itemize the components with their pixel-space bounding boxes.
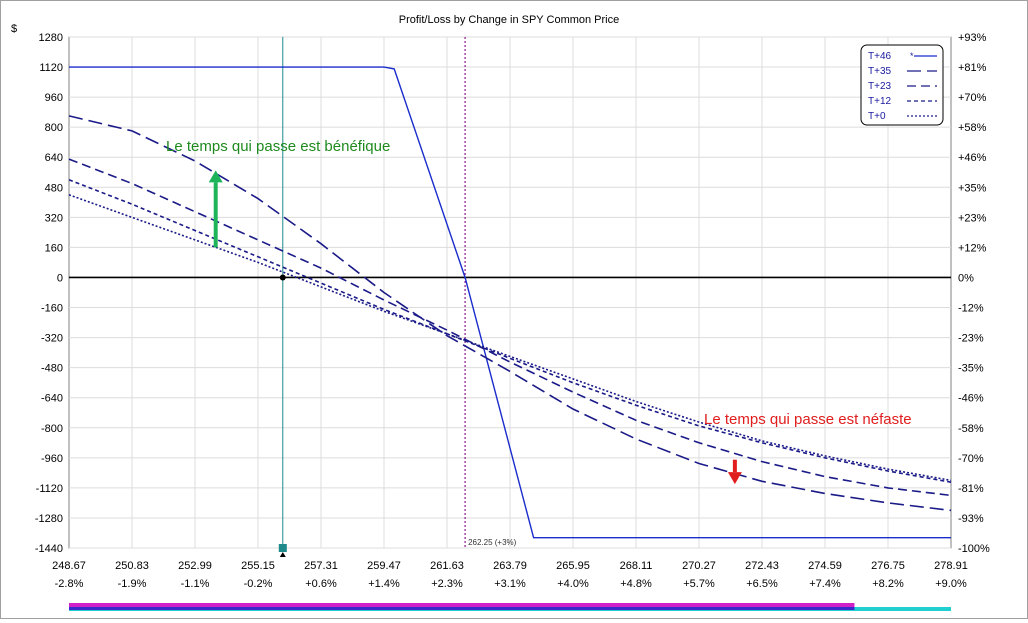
x-tick-label: 257.31	[304, 560, 338, 572]
x-pct-tick-label: -1.1%	[181, 578, 210, 590]
series-line-tplus12	[68, 179, 952, 483]
x-axis-ticks: 248.67 -2.8% 250.83 -1.9% 252.99 -1.1% 255.15 -…	[52, 560, 968, 590]
annotation-benefit: Le temps qui passe est bénéfique	[166, 138, 390, 155]
y-right-tick-label: +12%	[958, 242, 987, 254]
breakeven-label: 262.25 (+3%)	[468, 538, 517, 547]
x-tick-label: 268.11	[620, 560, 653, 572]
x-pct-tick-label: +4.8%	[620, 578, 652, 590]
y-tick-label: -1440	[35, 543, 63, 555]
annotations: Le temps qui passe est bénéfique Le temps…	[166, 138, 912, 485]
current-price-marker	[278, 544, 287, 552]
bottom-bar-magenta	[69, 603, 855, 607]
x-pct-tick-label: +4.0%	[557, 578, 589, 590]
y-tick-label: -320	[41, 333, 63, 345]
x-tick-label: 274.59	[808, 560, 842, 572]
x-pct-tick-label: +6.5%	[746, 578, 778, 590]
y-right-tick-label: -93%	[958, 513, 984, 525]
reference-lines: 262.25 (+3%)	[69, 37, 951, 557]
x-pct-tick-label: +3.1%	[494, 578, 526, 590]
y-tick-label: 1120	[39, 62, 63, 74]
x-pct-tick-label: +2.3%	[431, 578, 463, 590]
x-tick-label: 265.95	[556, 560, 590, 572]
y-right-tick-label: -35%	[958, 363, 984, 375]
arrow-head	[208, 170, 223, 183]
y-right-tick-label: -23%	[958, 333, 984, 345]
x-tick-label: 270.27	[682, 560, 716, 572]
x-pct-tick-label: +1.4%	[368, 578, 400, 590]
legend-marker: *	[910, 51, 914, 61]
y-tick-label: -1120	[36, 483, 63, 495]
y-right-axis-ticks: +93% +81% +70% +58% +46% +35% +23% +12% 0% -12% -2…	[958, 32, 990, 555]
x-tick-label: 255.15	[241, 560, 275, 572]
y-right-tick-label: -100%	[958, 543, 990, 555]
x-tick-label: 259.47	[367, 560, 401, 572]
bottom-range-bars	[69, 603, 951, 611]
legend-box	[860, 44, 944, 126]
x-tick-label: 263.79	[493, 560, 527, 572]
y-right-tick-label: 0%	[958, 272, 974, 284]
x-tick-label: 252.99	[178, 560, 212, 572]
legend[interactable]: T+46 * T+35 T+23 T+12 T+0	[860, 44, 944, 126]
y-right-tick-label: +81%	[958, 62, 987, 74]
y-tick-label: 320	[45, 212, 63, 224]
y-tick-label: 640	[45, 152, 63, 164]
y-tick-label: 480	[45, 182, 63, 194]
x-tick-label: 278.91	[934, 560, 968, 572]
gridlines	[69, 36, 951, 549]
y-axis-ticks: 1280 1120 960 800 640 480 320 160 0 -160 -320 -480 -…	[35, 32, 63, 555]
current-price-dot	[279, 274, 286, 281]
y-tick-label: 160	[45, 242, 63, 254]
x-pct-tick-label: -1.9%	[118, 578, 147, 590]
series-line-tplus46	[69, 66, 951, 539]
y-tick-label: -640	[41, 393, 63, 405]
y-tick-label: -800	[41, 423, 63, 435]
y-tick-label: 1280	[39, 32, 63, 44]
legend-label: T+46	[868, 51, 892, 62]
y-tick-label: 800	[45, 122, 63, 134]
y-right-tick-label: +58%	[958, 122, 987, 134]
legend-label: T+23	[868, 81, 892, 92]
chart-title: Profit/Loss by Change in SPY Common Pric…	[399, 14, 620, 26]
y-right-tick-label: -81%	[958, 483, 984, 495]
legend-label: T+12	[868, 96, 892, 107]
x-tick-label: 272.43	[745, 560, 779, 572]
x-pct-tick-label: -2.8%	[55, 578, 84, 590]
y-right-tick-label: -58%	[958, 423, 984, 435]
x-pct-tick-label: +9.0%	[935, 578, 967, 590]
y-right-tick-label: +46%	[958, 152, 987, 164]
y-axis-label: $	[11, 23, 17, 35]
series-line-tplus35	[68, 115, 952, 512]
x-tick-label: 250.83	[115, 560, 149, 572]
legend-label: T+0	[868, 111, 886, 122]
x-pct-tick-label: -0.2%	[244, 578, 273, 590]
y-tick-label: -1280	[35, 513, 63, 525]
y-tick-label: -480	[41, 363, 63, 375]
bottom-bar-blue	[69, 607, 855, 610]
y-tick-label: 960	[45, 92, 63, 104]
x-pct-tick-label: +8.2%	[872, 578, 904, 590]
x-pct-tick-label: +7.4%	[809, 578, 841, 590]
y-right-tick-label: -46%	[958, 393, 984, 405]
y-tick-label: -160	[41, 303, 63, 315]
annotation-harm: Le temps qui passe est néfaste	[704, 411, 912, 428]
y-tick-label: -960	[41, 453, 63, 465]
x-tick-label: 261.63	[430, 560, 464, 572]
y-right-tick-label: +23%	[958, 212, 987, 224]
arrow-head	[727, 472, 742, 485]
y-right-tick-label: +35%	[958, 182, 987, 194]
y-right-tick-label: +70%	[958, 92, 987, 104]
y-right-tick-label: -70%	[958, 453, 984, 465]
x-pct-tick-label: +5.7%	[683, 578, 715, 590]
y-tick-label: 0	[57, 272, 63, 284]
current-price-pointer	[279, 552, 286, 557]
y-right-tick-label: -12%	[958, 303, 984, 315]
x-tick-label: 276.75	[871, 560, 905, 572]
y-right-tick-label: +93%	[958, 32, 987, 44]
x-tick-label: 248.67	[52, 560, 86, 572]
x-pct-tick-label: +0.6%	[305, 578, 337, 590]
legend-label: T+35	[868, 66, 892, 77]
